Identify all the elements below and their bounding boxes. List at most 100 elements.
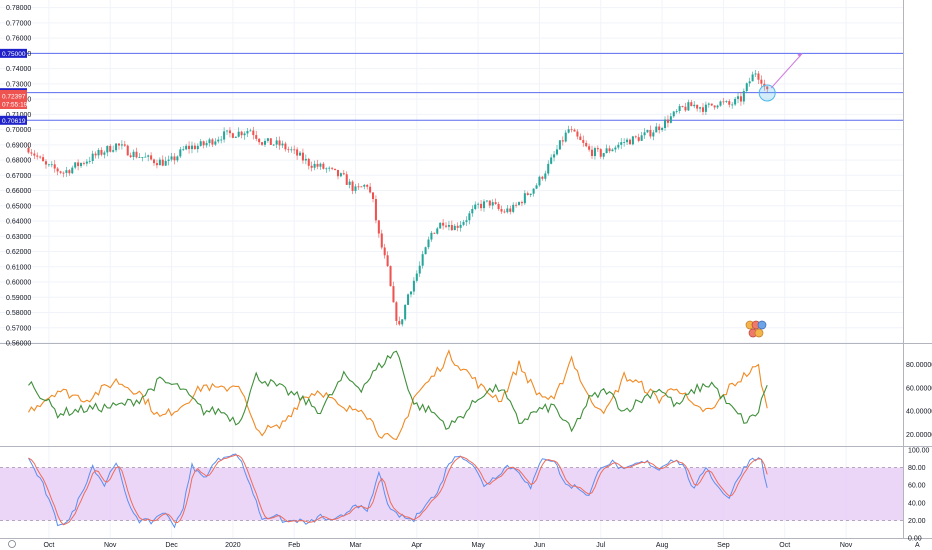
price-tick-label: 0.56000 bbox=[6, 341, 31, 348]
candle bbox=[91, 150, 94, 164]
stochastic-series bbox=[28, 453, 768, 529]
candle bbox=[418, 261, 421, 278]
candle bbox=[269, 138, 272, 146]
candle bbox=[205, 140, 208, 148]
scale-auto-icon[interactable]: A bbox=[915, 542, 920, 549]
drawings[interactable] bbox=[758, 53, 803, 102]
projection-arrow[interactable] bbox=[770, 53, 803, 89]
price-tick-label: 0.70000 bbox=[6, 127, 31, 134]
candle bbox=[474, 201, 477, 211]
candle bbox=[538, 175, 541, 187]
level-label-text: 0.70619 bbox=[2, 118, 26, 125]
stochastic-axis[interactable]: 100.00 80.00 60.00 40.00 20.00 0.00 bbox=[908, 448, 930, 543]
candle bbox=[669, 112, 672, 124]
current-price-bg bbox=[0, 90, 27, 109]
candle bbox=[304, 154, 307, 165]
candle bbox=[220, 136, 223, 144]
candle bbox=[690, 99, 693, 107]
candle bbox=[310, 161, 313, 172]
time-axis[interactable]: Oct Nov Dec 2020 Feb Mar Apr May Jun Jul Aug Sep Oct… bbox=[43, 542, 852, 549]
candle bbox=[68, 168, 71, 176]
candle bbox=[301, 148, 304, 164]
candle bbox=[736, 92, 740, 104]
candle bbox=[202, 140, 205, 149]
stochastic-tick-label: 20.00 bbox=[908, 518, 926, 525]
candle bbox=[182, 145, 185, 151]
candle bbox=[39, 155, 42, 159]
candle bbox=[129, 152, 132, 159]
svg-text:A: A bbox=[915, 542, 920, 549]
candle bbox=[415, 270, 418, 283]
time-tick-label: Jun bbox=[534, 542, 545, 549]
candle bbox=[112, 145, 115, 153]
candle bbox=[389, 265, 392, 287]
candle bbox=[296, 147, 299, 160]
level-label: 0.75000 bbox=[0, 48, 27, 58]
news-events-icon[interactable] bbox=[745, 320, 767, 338]
candle bbox=[62, 171, 65, 178]
candle bbox=[243, 131, 246, 140]
candle bbox=[193, 142, 196, 150]
candle bbox=[173, 153, 176, 165]
candle bbox=[766, 86, 769, 93]
horizontal-levels[interactable] bbox=[0, 52, 903, 121]
candle bbox=[50, 161, 53, 168]
candle bbox=[351, 180, 354, 195]
candle bbox=[115, 142, 118, 153]
candle bbox=[427, 236, 430, 250]
candle bbox=[369, 183, 372, 194]
candle bbox=[555, 145, 559, 156]
price-tick-label: 0.57000 bbox=[6, 325, 31, 332]
price-tick-label: 0.61000 bbox=[6, 264, 31, 271]
price-tick-label: 0.63000 bbox=[6, 234, 31, 241]
current-price-label: 0.72397 07:55:19 bbox=[0, 90, 28, 109]
candle bbox=[573, 128, 576, 132]
candle bbox=[258, 137, 261, 145]
candle bbox=[515, 202, 518, 208]
candle bbox=[444, 222, 448, 229]
candle bbox=[322, 161, 325, 170]
candle bbox=[722, 98, 725, 105]
candle bbox=[371, 192, 375, 203]
candle bbox=[135, 147, 138, 159]
candle bbox=[211, 138, 214, 148]
timezone-icon[interactable] bbox=[8, 540, 16, 548]
candle bbox=[579, 133, 582, 141]
candle bbox=[331, 167, 334, 171]
candle bbox=[366, 183, 369, 190]
highlight-circle[interactable] bbox=[758, 84, 776, 102]
price-tick-label: 0.60000 bbox=[6, 280, 31, 287]
candle bbox=[593, 146, 596, 160]
price-tick-label: 0.59000 bbox=[6, 295, 31, 302]
candle bbox=[602, 152, 605, 160]
candle bbox=[345, 171, 348, 185]
time-tick-label: Jul bbox=[596, 542, 605, 549]
candle bbox=[681, 105, 684, 108]
time-tick-label: Oct bbox=[43, 542, 54, 549]
candle bbox=[678, 104, 681, 114]
candle bbox=[290, 146, 293, 153]
time-tick-label: Aug bbox=[656, 542, 669, 549]
candle bbox=[614, 145, 617, 153]
candle bbox=[485, 200, 488, 203]
candle bbox=[675, 109, 678, 114]
candle bbox=[79, 162, 83, 168]
time-tick-label: 2020 bbox=[225, 542, 241, 549]
candle bbox=[188, 141, 191, 154]
candle bbox=[529, 193, 532, 198]
stochastic-tick-label: 60.00 bbox=[908, 483, 926, 490]
candle bbox=[190, 141, 194, 154]
candle bbox=[170, 152, 173, 162]
price-tick-label: 0.71000 bbox=[6, 112, 31, 119]
candle bbox=[576, 129, 579, 140]
candle bbox=[334, 168, 337, 171]
candle bbox=[164, 156, 167, 166]
candle bbox=[757, 70, 760, 84]
candle bbox=[582, 135, 585, 147]
price-tick-label: 0.64000 bbox=[6, 219, 31, 226]
candle bbox=[564, 130, 567, 143]
candle bbox=[541, 175, 544, 181]
